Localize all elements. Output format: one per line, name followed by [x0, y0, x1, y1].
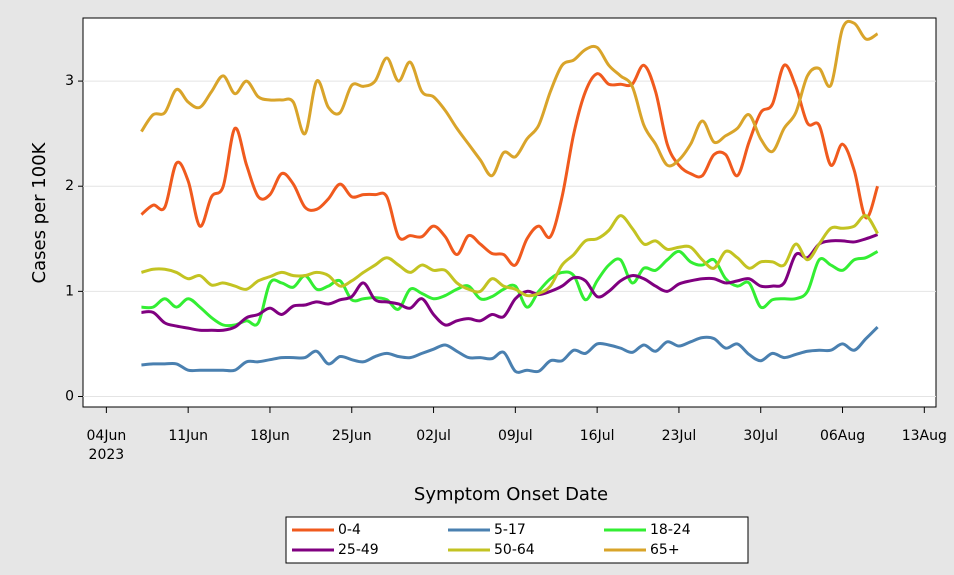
x-axis-title: Symptom Onset Date [414, 484, 608, 505]
x-tick-label: 11Jun [168, 428, 208, 444]
y-tick-label: 3 [65, 73, 74, 89]
x-tick-label: 06Aug [820, 428, 865, 444]
legend-label: 65+ [650, 542, 680, 558]
legend [285, 516, 749, 564]
legend-label: 0-4 [338, 522, 361, 538]
y-tick-label: 0 [65, 388, 74, 404]
x-tick-label: 13Aug [902, 428, 947, 444]
x-tick-label: 23Jul [662, 428, 697, 444]
y-tick-label: 1 [65, 283, 74, 299]
x-tick-label: 02Jul [416, 428, 451, 444]
series-line [141, 214, 879, 298]
legend-label: 5-17 [494, 522, 526, 538]
legend-label: 25-49 [338, 542, 379, 558]
series-line [141, 326, 879, 374]
legend-label: 50-64 [494, 542, 535, 558]
x-tick-label: 30Jul [743, 428, 778, 444]
series-line [141, 233, 879, 332]
y-axis-title: Cases per 100K [29, 141, 50, 283]
x-tick-label: 18Jun [250, 428, 290, 444]
series-line [140, 19, 879, 178]
x-tick-label: 25Jun [332, 428, 372, 444]
x-year-label: 2023 [89, 447, 125, 463]
x-tick-label: 16Jul [580, 428, 615, 444]
legend-label: 18-24 [650, 522, 691, 538]
x-tick-label: 04Jun [87, 428, 127, 444]
y-tick-label: 2 [65, 178, 74, 194]
series-line [141, 249, 879, 328]
x-tick-label: 09Jul [498, 428, 533, 444]
